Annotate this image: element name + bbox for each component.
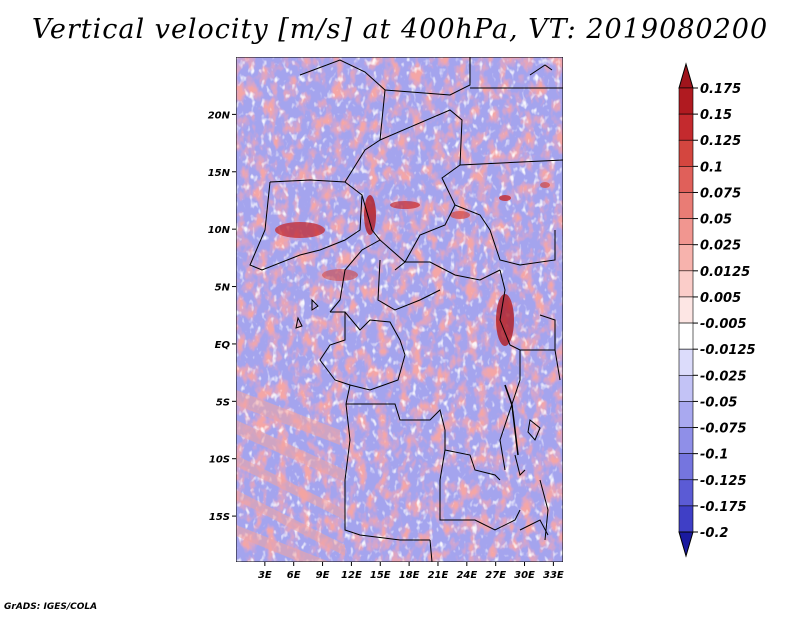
colorbar-bottom-arrow (678, 531, 694, 558)
map-title: Vertical velocity [m/s] at 400hPa, VT: 2… (31, 14, 769, 45)
colorbar-swatch (678, 348, 694, 376)
colorbar-label: 0.025 (700, 239, 741, 254)
colorbar-swatch (678, 166, 694, 193)
lat-label: 20N (208, 110, 231, 121)
colorbar: 0.175 0.15 0.125 0.1 0.075 0.05 0.025 0.0125 0.0… (678, 62, 756, 558)
lon-label: 30E (514, 570, 535, 581)
velocity-field (236, 57, 563, 562)
lat-label: 10N (208, 225, 231, 236)
lat-label: 10S (209, 455, 230, 466)
colorbar-swatch (678, 479, 694, 507)
colorbar-label: 0.175 (700, 82, 741, 97)
colorbar-label: -0.05 (700, 395, 737, 410)
lon-label: 3E (258, 570, 272, 581)
lon-label: 12E (341, 570, 362, 581)
colorbar-label: -0.1 (700, 448, 728, 463)
lat-label: EQ (215, 340, 231, 351)
southwest-ocean-bands (236, 390, 345, 562)
colorbar-label: 0.0125 (700, 265, 750, 280)
colorbar-swatch (678, 401, 694, 428)
colorbar-swatch (678, 374, 694, 402)
colorbar-label: -0.075 (700, 422, 747, 437)
colorbar-swatch (678, 113, 694, 141)
colorbar-swatch (678, 192, 694, 219)
colorbar-label: -0.005 (700, 317, 747, 332)
credit-text: GrADS: IGES/COLA (4, 602, 98, 612)
lon-label: 27E (485, 570, 506, 581)
strong-updraft-cells (275, 182, 550, 346)
lat-label: 5N (215, 283, 231, 294)
lat-label: 5S (216, 397, 230, 408)
colorbar-swatch (678, 244, 694, 272)
colorbar-label: 0.05 (700, 213, 732, 228)
colorbar-swatch (678, 139, 694, 167)
colorbar-top-arrow (678, 62, 694, 89)
lon-label: 15E (370, 570, 391, 581)
colorbar-label: -0.0125 (700, 343, 756, 358)
colorbar-swatch (678, 270, 694, 298)
colorbar-swatch (678, 296, 694, 324)
lon-label: 24E (456, 570, 477, 581)
lon-label: 18E (399, 570, 420, 581)
colorbar-label: 0.005 (700, 291, 741, 306)
colorbar-swatch (678, 427, 694, 454)
colorbar-swatch (678, 505, 694, 533)
colorbar-swatch (678, 87, 694, 115)
colorbar-label: 0.1 (700, 160, 723, 175)
latitude-labels: 20N 15N 10N 5N EQ 5S 10S 15S (208, 110, 236, 523)
lon-label: 33E (543, 570, 564, 581)
lon-label: 9E (316, 570, 330, 581)
colorbar-label: 0.125 (700, 134, 741, 149)
colorbar-label: 0.075 (700, 186, 741, 201)
lat-label: 15S (209, 512, 230, 523)
colorbar-label: -0.175 (700, 500, 747, 515)
colorbar-label: -0.125 (700, 474, 747, 489)
colorbar-swatch (678, 218, 694, 246)
colorbar-swatch (678, 322, 694, 350)
country-borders (236, 57, 563, 562)
colorbar-label: 0.15 (700, 108, 732, 123)
colorbar-label: -0.025 (700, 369, 747, 384)
lon-label: 21E (428, 570, 449, 581)
colorbar-label: -0.2 (700, 526, 728, 541)
lon-label: 6E (287, 570, 301, 581)
lat-label: 15N (208, 168, 231, 179)
colorbar-swatch (678, 453, 694, 481)
longitude-labels: 3E 6E 9E 12E 15E 18E 21E 24E 27E 30E 33E (258, 562, 564, 581)
